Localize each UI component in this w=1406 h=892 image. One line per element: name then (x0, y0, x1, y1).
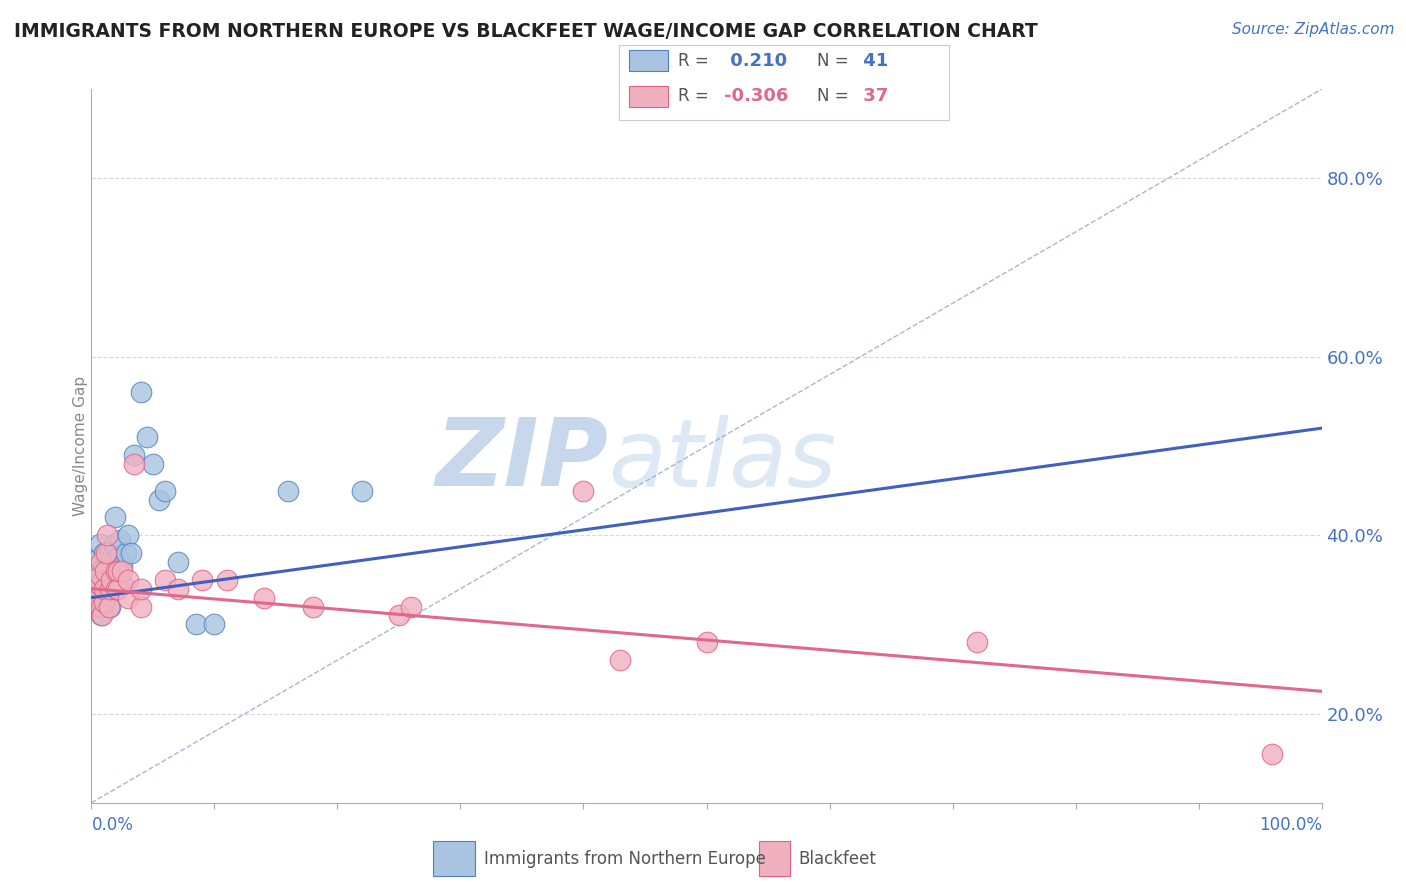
Point (105, 582, 127, 596)
Point (166, 555, 188, 569)
Point (117, 528, 139, 542)
Point (97, 546, 120, 560)
Point (184, 617, 207, 632)
Point (111, 564, 134, 578)
Point (153, 573, 177, 587)
Text: 41: 41 (856, 52, 887, 70)
Point (129, 385, 152, 400)
Y-axis label: Wage/Income Gap: Wage/Income Gap (73, 376, 89, 516)
Point (93, 559, 115, 574)
Point (135, 430, 157, 444)
Point (101, 555, 124, 569)
Text: R =: R = (678, 52, 709, 70)
Text: 37: 37 (856, 87, 887, 105)
Point (114, 546, 138, 560)
FancyBboxPatch shape (628, 86, 668, 107)
Point (277, 483, 299, 498)
Point (124, 457, 146, 471)
Point (87, 550, 110, 565)
Point (399, 599, 422, 614)
Text: ZIP: ZIP (436, 414, 607, 507)
Point (107, 550, 129, 565)
Point (98, 599, 121, 614)
Point (117, 591, 139, 605)
Point (117, 573, 139, 587)
Point (104, 510, 127, 524)
FancyBboxPatch shape (433, 841, 475, 876)
Text: N =: N = (817, 52, 848, 70)
Text: -0.306: -0.306 (724, 87, 789, 105)
Point (105, 564, 127, 578)
FancyBboxPatch shape (759, 841, 790, 876)
Point (129, 582, 152, 596)
Point (93, 573, 115, 587)
Point (124, 448, 146, 462)
Text: Source: ZipAtlas.com: Source: ZipAtlas.com (1232, 22, 1395, 37)
Point (90, 608, 112, 623)
Point (87, 564, 110, 578)
Point (103, 537, 125, 551)
Point (87, 577, 110, 591)
Point (301, 599, 323, 614)
Point (96, 564, 118, 578)
Point (191, 573, 214, 587)
Text: 0.0%: 0.0% (91, 816, 134, 834)
Point (107, 582, 129, 596)
Point (129, 599, 152, 614)
Point (98, 582, 121, 596)
Point (966, 635, 988, 649)
FancyBboxPatch shape (628, 50, 668, 71)
Point (111, 577, 134, 591)
Text: 0.210: 0.210 (724, 52, 787, 70)
Point (86, 586, 108, 600)
Point (93, 595, 115, 609)
Point (86, 591, 108, 605)
Point (153, 483, 177, 498)
Point (100, 582, 122, 596)
Text: 100.0%: 100.0% (1258, 816, 1322, 834)
Point (89, 537, 111, 551)
Point (107, 564, 129, 578)
Point (1261, 747, 1284, 761)
Point (96, 546, 117, 560)
Point (202, 617, 225, 632)
Point (166, 582, 188, 596)
Point (108, 533, 131, 547)
Point (86, 577, 108, 591)
Point (96, 577, 117, 591)
Point (105, 582, 127, 596)
Point (572, 483, 595, 498)
Point (90, 595, 112, 609)
Point (215, 573, 238, 587)
Point (93, 546, 115, 560)
Point (89, 568, 111, 582)
Point (253, 591, 276, 605)
Point (96, 591, 117, 605)
Point (148, 492, 170, 507)
Point (94, 564, 117, 578)
Point (91, 608, 114, 623)
Point (93, 582, 115, 596)
Point (96, 528, 118, 542)
Point (90, 599, 112, 614)
Point (142, 457, 165, 471)
Point (609, 653, 631, 667)
Point (388, 608, 411, 623)
Point (352, 483, 374, 498)
Point (695, 635, 717, 649)
Point (111, 559, 134, 574)
Text: Blackfeet: Blackfeet (799, 849, 876, 868)
Text: IMMIGRANTS FROM NORTHERN EUROPE VS BLACKFEET WAGE/INCOME GAP CORRELATION CHART: IMMIGRANTS FROM NORTHERN EUROPE VS BLACK… (14, 22, 1038, 41)
Point (100, 568, 122, 582)
Text: N =: N = (817, 87, 848, 105)
Text: R =: R = (678, 87, 709, 105)
Point (90, 555, 112, 569)
Point (97, 599, 120, 614)
Text: atlas: atlas (607, 415, 837, 506)
Point (100, 573, 122, 587)
Point (91, 582, 114, 596)
Point (120, 546, 142, 560)
Point (105, 564, 128, 578)
Text: Immigrants from Northern Europe: Immigrants from Northern Europe (484, 849, 765, 868)
